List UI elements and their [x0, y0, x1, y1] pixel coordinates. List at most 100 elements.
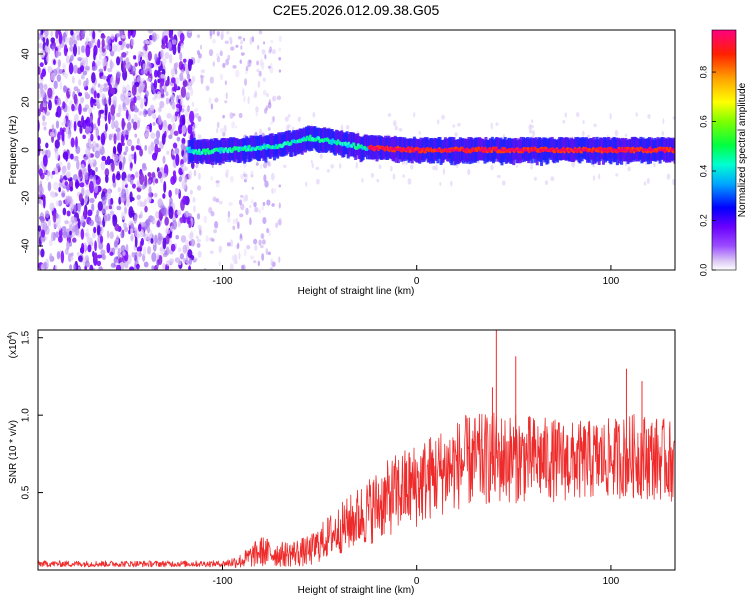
spectrogram-cell — [49, 202, 55, 212]
spectrogram-cell — [125, 109, 129, 120]
signal-core-cell — [490, 149, 494, 154]
spectrogram-cell — [200, 74, 203, 79]
spectrogram-cell — [94, 240, 97, 252]
spectrogram-cell — [186, 91, 191, 98]
spectrogram-cell — [149, 122, 153, 133]
spectrogram-cell — [238, 251, 241, 260]
spectrogram-cell — [278, 202, 281, 209]
spectrogram-cell — [226, 217, 231, 224]
spectrogram-cell — [153, 69, 158, 78]
x-tick-label: -100 — [212, 576, 232, 587]
spectrogram-cell — [42, 37, 46, 43]
spectrogram-cell — [210, 103, 214, 110]
spectrogram-cell — [140, 210, 143, 219]
spectrogram-cell — [196, 58, 201, 64]
spectrogram-cell — [60, 250, 65, 264]
spectrogram-cell — [242, 195, 247, 203]
spectrogram-cell — [128, 153, 132, 164]
spectrogram-cell — [258, 239, 262, 246]
spectrogram-cell — [140, 237, 144, 246]
spectrogram-cell — [98, 68, 104, 73]
spectrogram-cell — [52, 59, 56, 66]
spectrogram-cell — [582, 120, 585, 125]
spectrogram-cell — [71, 34, 75, 45]
spectrogram-cell — [175, 188, 180, 195]
spectrogram-cell — [200, 69, 206, 74]
spectrogram-cell — [94, 252, 98, 260]
snr-y-scale: (x104) — [7, 332, 19, 359]
spectrogram-cell — [240, 52, 245, 56]
spectrogram-cell — [265, 105, 269, 111]
spectrogram-cell — [592, 175, 596, 181]
spectrogram-cell — [653, 162, 656, 168]
spectrogram-cell — [116, 112, 121, 118]
spectrogram-cell — [182, 80, 188, 88]
colorbar-frame — [711, 29, 737, 271]
spectrogram-cell — [376, 178, 380, 183]
spectrogram-cell — [71, 103, 75, 112]
signal-core-cell — [206, 148, 210, 152]
spectrogram-cell — [119, 30, 124, 37]
spectrogram-cell — [253, 238, 258, 245]
spectrogram-cell — [168, 206, 174, 220]
spectrogram-cell — [647, 113, 651, 119]
spectrogram-cell — [122, 68, 128, 81]
spectrogram-cell — [154, 234, 158, 244]
spectrogram-cell — [134, 62, 138, 67]
spectrogram-cell — [164, 30, 170, 36]
spectrogram-cell — [240, 39, 244, 45]
spectrogram-cell — [178, 124, 183, 135]
spectrogram-cell — [125, 187, 129, 197]
spectrogram-cell — [46, 170, 51, 177]
spectrogram-cell — [109, 231, 114, 240]
spectrogram-cell — [96, 224, 101, 236]
spectrogram-cell — [235, 125, 238, 129]
spectrogram-cell — [254, 244, 258, 251]
spectrogram-cell — [272, 95, 277, 102]
spectrogram-cell — [105, 205, 109, 210]
spectrogram-cell — [92, 30, 96, 40]
spectrogram-cell — [136, 137, 140, 145]
spectrogram-cell — [662, 118, 665, 125]
spectrogram-cell — [93, 90, 97, 99]
spectrogram-cell — [102, 254, 106, 261]
spectrogram-cell — [72, 174, 78, 181]
spectrogram-cell — [233, 254, 238, 262]
spectrogram-cell — [124, 129, 130, 135]
spectrogram-cell — [117, 247, 121, 258]
spectrogram-cell — [198, 172, 201, 180]
spectrogram-cell — [79, 96, 84, 104]
spectrogram-cell — [133, 151, 137, 165]
spectrogram-cell — [278, 184, 282, 188]
spectrogram-cell — [101, 38, 105, 48]
spectrogram-cell — [180, 163, 186, 170]
spectrogram-cell — [180, 235, 187, 243]
spectrogram-cell — [264, 180, 269, 188]
spectrogram-cell — [661, 130, 665, 136]
spectrogram-cell — [55, 200, 59, 207]
spectrogram-cell — [140, 101, 144, 109]
spectrogram-cell — [118, 161, 123, 171]
spectrogram-cell — [180, 98, 184, 106]
spectrogram-cell — [74, 113, 79, 123]
spectrogram-cell — [151, 265, 155, 270]
spectrogram-cell — [75, 30, 79, 34]
spectrogram-cell — [476, 160, 481, 164]
spectrogram-cell — [194, 257, 198, 262]
spectrogram-cell — [255, 162, 259, 166]
spectrogram-cell — [169, 99, 175, 107]
spectrogram-cell — [54, 264, 58, 270]
spectrogram-cell — [113, 120, 119, 129]
spectrogram-cell — [68, 62, 74, 75]
spectrogram-cell — [139, 148, 143, 157]
spectrogram-cell — [226, 31, 230, 35]
spectrogram-cell — [62, 207, 67, 216]
y-tick-label: 0 — [21, 147, 32, 153]
spectrogram-cell — [345, 125, 350, 130]
spectrogram-cell — [46, 149, 51, 159]
spectrogram-cell — [627, 166, 631, 172]
spectrogram-cell — [624, 133, 628, 138]
spectrogram-cell — [85, 36, 90, 43]
spectrogram-cell — [450, 180, 453, 187]
